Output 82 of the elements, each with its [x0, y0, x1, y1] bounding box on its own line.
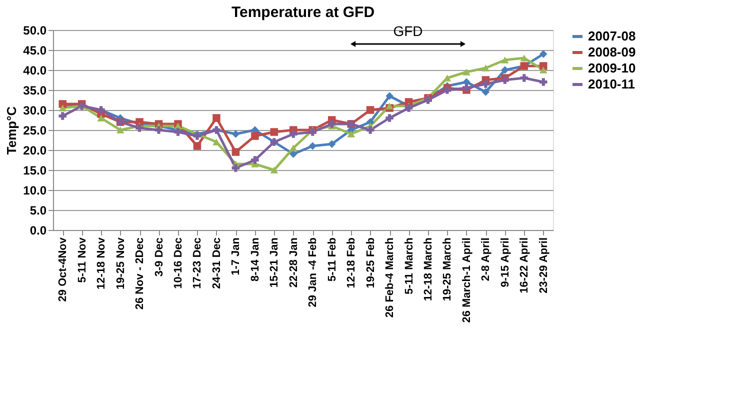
x-tick-label: 23-29 April	[538, 238, 550, 294]
point	[501, 56, 509, 64]
x-tick-label: 5-11 March	[403, 237, 416, 294]
point	[386, 102, 394, 110]
point	[482, 88, 490, 96]
legend-label: 2010-11	[588, 76, 635, 92]
legend-label: 2008-09	[588, 44, 636, 60]
x-tick-label: 9-15 April	[499, 238, 512, 288]
point	[328, 140, 336, 148]
y-tick-label: 35.0	[23, 84, 47, 98]
point	[232, 130, 240, 138]
point	[290, 144, 298, 152]
x-tick-label: 5-11 Feb	[326, 237, 338, 282]
point	[366, 126, 374, 134]
x-tick-label: 26 March-1 April	[460, 238, 473, 323]
point	[462, 68, 470, 76]
x-tick-label: 22-28 Jan	[288, 237, 300, 288]
x-tick-label: 16-22 April	[518, 238, 531, 294]
point	[251, 156, 259, 164]
x-tick-label: 5-11 Nov	[76, 236, 88, 283]
legend-label: 2009-10	[588, 60, 636, 76]
x-tick-label: 19-25 Nov	[114, 236, 127, 290]
x-tick-label: 12-18 March	[422, 237, 434, 302]
y-axis-title: Temp°C	[4, 106, 20, 155]
point	[232, 164, 240, 172]
y-tick-label: 45.0	[23, 44, 47, 58]
x-tick-label: 10-16 Dec	[172, 238, 184, 289]
y-tick-label: 15.0	[23, 164, 47, 178]
x-tick-label: 26 Feb-4 March	[384, 237, 396, 318]
x-tick-label: 8-14 Jan	[249, 237, 262, 282]
x-tick-label: 12-18 Feb	[346, 237, 358, 288]
point	[58, 112, 66, 120]
point	[154, 126, 163, 134]
x-tick-label: 17-23 Dec	[192, 238, 204, 289]
x-tick-label: 15-21 Jan	[268, 237, 281, 288]
point	[366, 106, 374, 114]
point	[270, 128, 278, 136]
x-tick-label: 19-25 March	[442, 237, 454, 302]
point	[270, 166, 278, 174]
point	[482, 64, 490, 72]
point	[116, 126, 124, 134]
x-tick-label: 2-8 April	[480, 238, 492, 282]
y-tick-label: 20.0	[23, 144, 47, 158]
y-tick-label: 10.0	[23, 184, 47, 198]
point	[540, 78, 548, 86]
point	[212, 138, 220, 146]
y-tick-label: 0.0	[30, 224, 47, 238]
x-tick-label: 19-25 Feb	[364, 237, 377, 288]
point	[386, 92, 394, 100]
point	[58, 104, 66, 112]
point	[347, 130, 355, 138]
point	[212, 114, 220, 122]
annotation: GFD	[393, 23, 423, 39]
y-tick-label: 5.0	[30, 204, 47, 218]
point	[328, 120, 336, 128]
y-tick-label: 30.0	[23, 104, 47, 118]
legend-label: 2007-08	[588, 28, 636, 44]
point	[520, 74, 528, 82]
y-tick-label: 40.0	[23, 64, 47, 78]
point	[386, 114, 394, 122]
y-tick-label: 50.0	[23, 24, 47, 38]
y-tick-label: 25.0	[23, 124, 47, 138]
x-tick-label: 24-31 Dec	[210, 238, 223, 289]
chart-title: Temperature at GFD	[231, 4, 375, 21]
point	[97, 114, 105, 122]
point	[193, 142, 202, 150]
x-tick-label: 3-9 Dec	[153, 238, 166, 277]
point	[308, 142, 316, 150]
point	[520, 54, 528, 62]
x-tick-label: 29 Jan -4 Feb	[307, 237, 320, 308]
point	[290, 130, 298, 138]
x-tick-label: 29 Oct-4Nov	[57, 236, 70, 302]
point	[232, 148, 240, 156]
point	[540, 50, 548, 58]
point	[251, 132, 259, 140]
point	[540, 66, 548, 74]
x-tick-label: 12-18 Nov	[96, 236, 108, 290]
point	[136, 124, 144, 132]
x-tick-label: 1-7 Jan	[230, 237, 242, 276]
x-tick-label: 26 Nov - 2Dec	[134, 238, 146, 310]
point	[501, 66, 509, 74]
point	[482, 80, 490, 88]
